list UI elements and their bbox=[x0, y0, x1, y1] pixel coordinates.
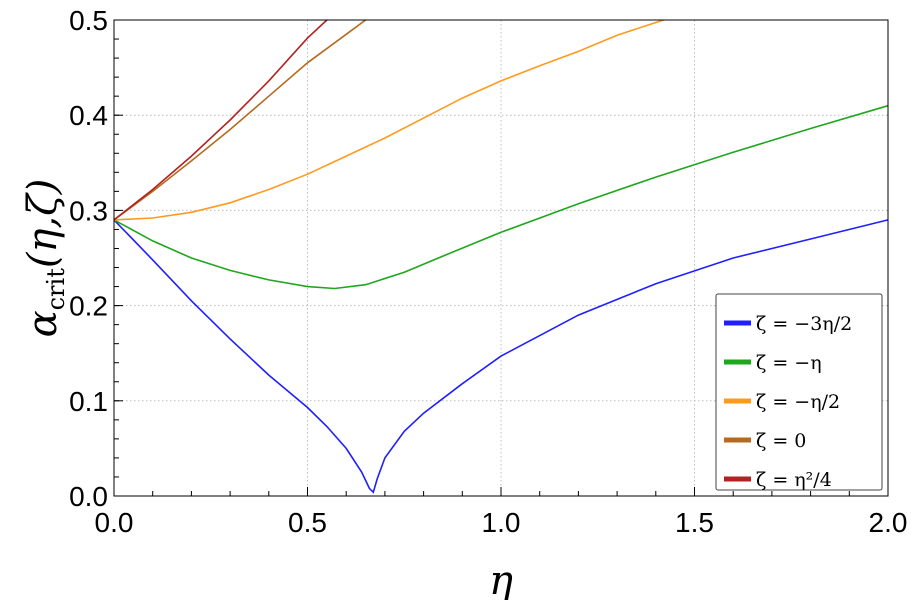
x-tick-label: 0.0 bbox=[95, 507, 134, 538]
y-tick-label: 0.2 bbox=[69, 291, 108, 322]
series-lines bbox=[113, 19, 889, 494]
legend-label: ζ = η²/4 bbox=[756, 469, 832, 491]
y-tick-label: 0.3 bbox=[69, 195, 108, 226]
y-axis-title-args: (η,ζ) bbox=[20, 179, 66, 269]
y-tick-label: 0.4 bbox=[69, 100, 108, 131]
legend-box bbox=[715, 293, 883, 491]
legend-label: ζ = −η bbox=[756, 352, 822, 374]
axis-ticks bbox=[113, 19, 889, 497]
y-axis-title: αcrit(η,ζ) bbox=[20, 179, 70, 338]
y-axis-title-main: α bbox=[20, 310, 66, 337]
legend-label: ζ = −3η/2 bbox=[756, 313, 852, 335]
series-line bbox=[113, 219, 889, 494]
series-line bbox=[113, 19, 328, 221]
y-tick-label: 0.5 bbox=[69, 5, 108, 36]
svg-text:αcrit(η,ζ): αcrit(η,ζ) bbox=[20, 179, 70, 338]
x-tick-label: 1.0 bbox=[482, 507, 521, 538]
legend-label: ζ = 0 bbox=[756, 430, 806, 452]
y-tick-label: 0.1 bbox=[69, 386, 108, 417]
x-tick-label: 2.0 bbox=[869, 507, 908, 538]
x-tick-label: 0.5 bbox=[288, 507, 327, 538]
series-line bbox=[113, 19, 367, 221]
x-tick-label: 1.5 bbox=[675, 507, 714, 538]
x-axis-title: η bbox=[489, 558, 513, 600]
legend-label: ζ = −η/2 bbox=[756, 391, 840, 413]
series-line bbox=[113, 104, 889, 290]
y-axis-title-sub: crit bbox=[42, 268, 70, 311]
series-line bbox=[113, 19, 664, 221]
legend: ζ = −3η/2 ζ = −η ζ = −η/2 ζ = 0 ζ = η²/4 bbox=[715, 293, 883, 491]
y-tick-label: 0.0 bbox=[69, 481, 108, 512]
tick-labels: 0.0 0.5 1.0 1.5 2.0 0.0 0.1 0.2 0.3 0.4 0.5 bbox=[69, 5, 907, 538]
